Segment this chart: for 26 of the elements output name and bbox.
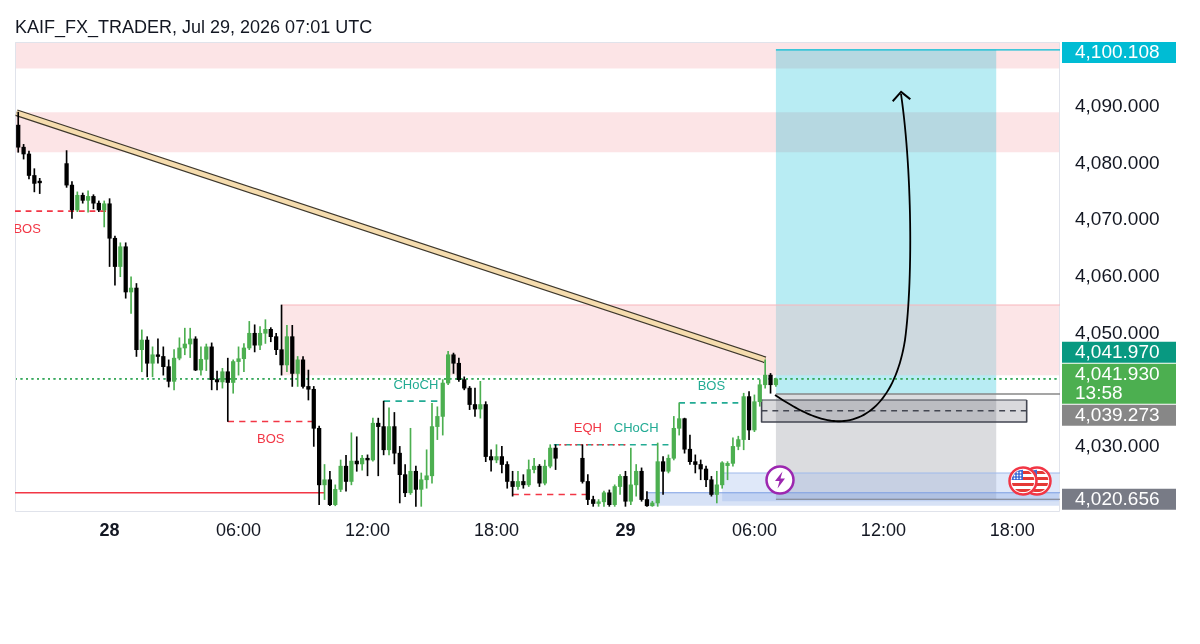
data-label: 4,100.108 [1075, 41, 1160, 63]
data-label: 4,039.273 [1075, 404, 1160, 426]
annotation: BOS [257, 431, 285, 447]
ref-line-label: 4,041.930 13:58 [1075, 363, 1160, 404]
x-tick-label: 18:00 [989, 519, 1035, 540]
annotation: CHoCH [613, 420, 659, 436]
chart-title: KAIF_FX_TRADER, Jul 29, 2026 07:01 UTC [15, 16, 373, 38]
annotation: CHoCH [393, 376, 439, 392]
y-tick-label: 4,050.000 [1075, 321, 1160, 343]
y-tick-label: 4,090.000 [1075, 95, 1160, 117]
x-tick-label: 28 [99, 519, 120, 540]
ref-line-label: 4,041.970 [1075, 341, 1160, 363]
annotation: EQH [573, 420, 602, 436]
annotation: BOS [697, 378, 726, 394]
y-tick-label: 4,080.000 [1075, 151, 1160, 173]
x-tick-label: 06:00 [216, 519, 262, 540]
x-tick-label: 12:00 [344, 519, 391, 540]
y-tick-label: 4,070.000 [1075, 208, 1160, 230]
x-tick-label: 06:00 [731, 519, 777, 540]
data-label: 4,020.656 [1075, 487, 1160, 509]
annotation: BOS [13, 220, 42, 236]
x-tick-label: 29 [615, 519, 636, 540]
y-tick-label: 4,060.000 [1075, 264, 1160, 286]
x-tick-label: 12:00 [860, 519, 906, 540]
x-tick-label: 18:00 [473, 519, 519, 540]
y-tick-label: 4,030.000 [1075, 434, 1160, 456]
